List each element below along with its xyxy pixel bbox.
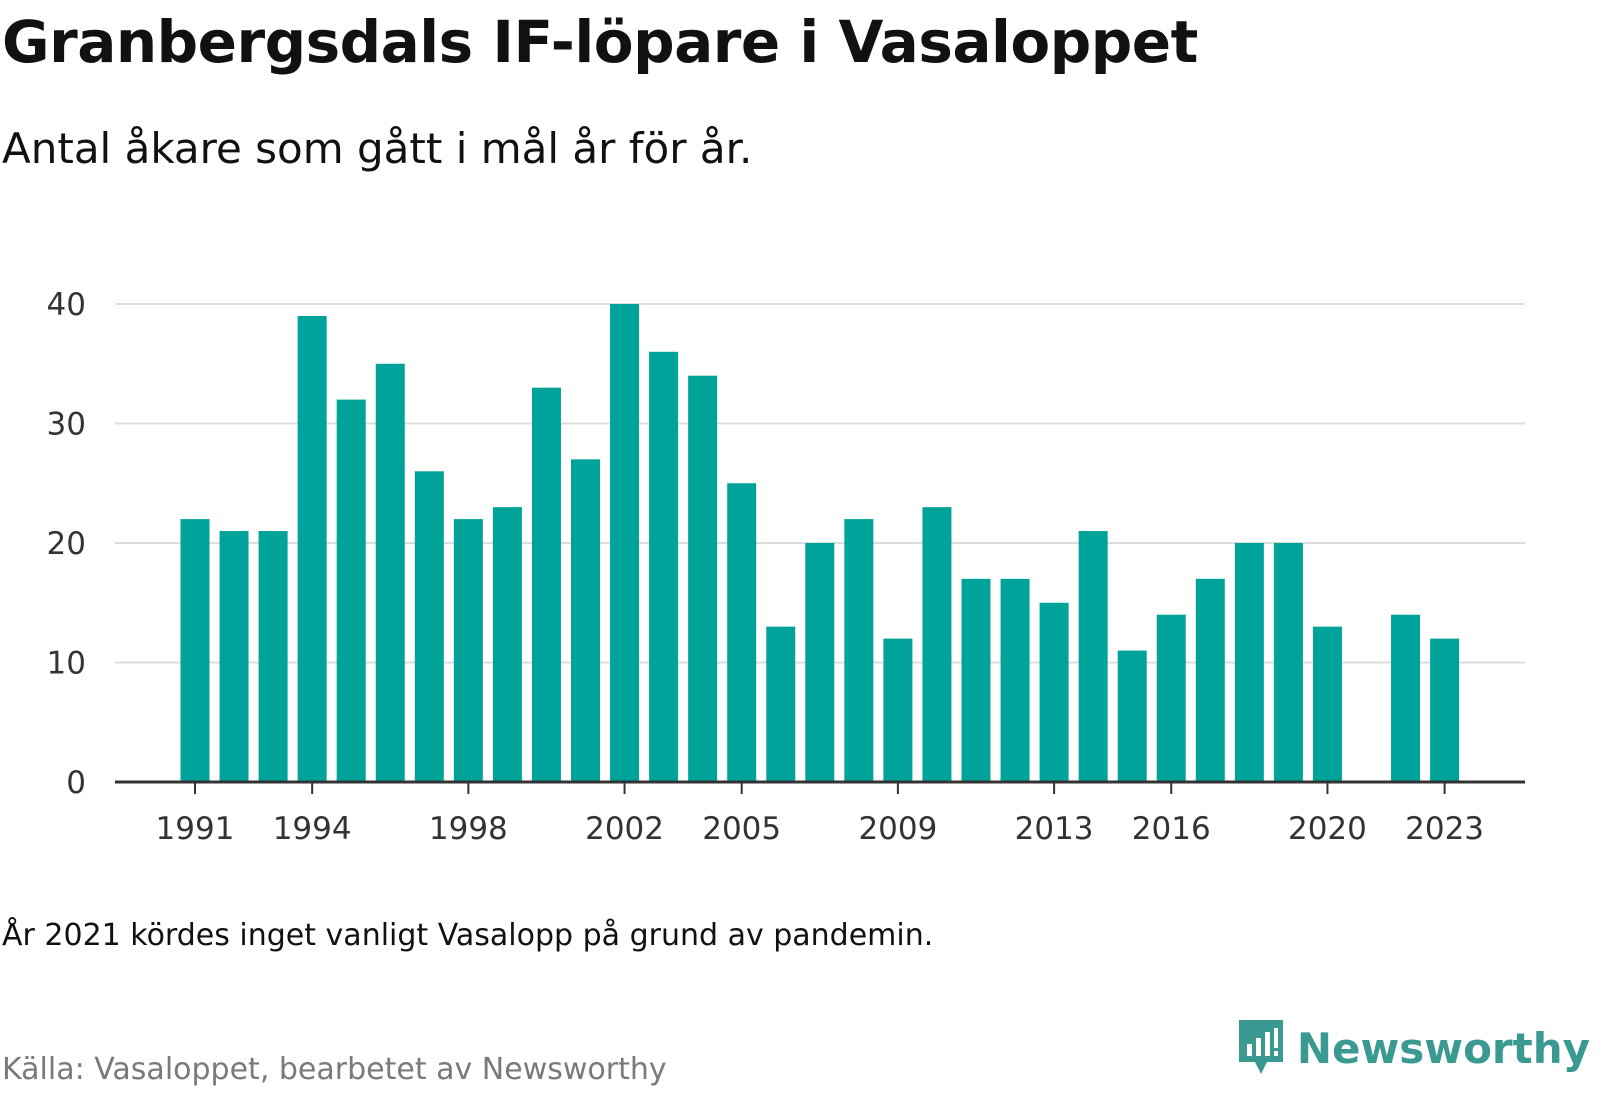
x-tick-label: 2016 — [1132, 811, 1211, 847]
bar-1997 — [414, 471, 444, 782]
bar-2009 — [883, 638, 913, 782]
x-tick-label: 1998 — [429, 811, 508, 847]
newsworthy-logo-icon — [1238, 1020, 1283, 1074]
bar-1994 — [297, 315, 327, 782]
chart-subtitle: Antal åkare som gått i mål år för år. — [2, 124, 753, 173]
x-tick-label: 2023 — [1405, 811, 1484, 847]
chart-note: År 2021 kördes inget vanligt Vasalopp på… — [2, 918, 934, 953]
bar-chart: 0 10 20 30 40 1991 1994 1998 2002 2005 2009 2013 20… — [47, 287, 1525, 847]
y-tick-label: 30 — [47, 407, 86, 443]
bar-2001 — [571, 459, 600, 782]
bar-2019 — [1273, 543, 1303, 782]
bar-2005 — [727, 483, 757, 782]
y-axis-ticks: 0 10 20 30 40 — [47, 287, 86, 801]
bar-2002 — [610, 304, 640, 782]
x-tick-label: 1991 — [156, 811, 235, 847]
bar-2012 — [1000, 578, 1030, 782]
bar-2017 — [1195, 578, 1225, 782]
x-tick-label: 2005 — [702, 811, 781, 847]
bars — [180, 304, 1460, 782]
x-tick-label: 2013 — [1015, 811, 1094, 847]
bar-2018 — [1234, 543, 1264, 782]
y-tick-label: 40 — [47, 287, 86, 323]
bar-2014 — [1078, 531, 1108, 782]
x-tick-label: 2009 — [858, 811, 937, 847]
source-text: Källa: Vasaloppet, bearbetet av Newswort… — [2, 1052, 667, 1087]
x-tick-label: 1994 — [273, 811, 352, 847]
bar-2004 — [688, 375, 718, 782]
x-tick-label: 2020 — [1288, 811, 1367, 847]
y-tick-label: 0 — [66, 765, 86, 801]
bar-1992 — [219, 531, 249, 782]
bar-2020 — [1312, 626, 1342, 782]
bar-2022 — [1391, 614, 1421, 782]
bar-2010 — [922, 507, 952, 782]
y-tick-label: 20 — [47, 526, 86, 562]
bar-2007 — [805, 543, 835, 782]
x-axis-ticks: 1991 1994 1998 2002 2005 2009 2013 2016 2020 2023 — [156, 782, 1484, 847]
y-tick-label: 10 — [47, 646, 86, 682]
brand-name: Newsworthy — [1296, 1023, 1590, 1073]
bar-1999 — [492, 507, 522, 782]
bar-1998 — [453, 519, 483, 782]
bar-2008 — [844, 519, 874, 782]
bar-2016 — [1156, 614, 1186, 782]
bar-1996 — [375, 363, 405, 782]
bar-2013 — [1039, 602, 1069, 782]
bar-1991 — [180, 519, 210, 782]
chart-title: Granbergsdals IF-löpare i Vasaloppet — [2, 8, 1198, 76]
bar-1993 — [258, 531, 288, 782]
x-tick-label: 2002 — [585, 811, 664, 847]
bar-2003 — [649, 351, 679, 782]
bar-2011 — [961, 578, 991, 782]
brand-logo: Newsworthy — [1235, 1018, 1590, 1078]
bar-2015 — [1117, 650, 1147, 782]
bar-2000 — [531, 387, 561, 782]
bar-2023 — [1430, 638, 1460, 782]
bar-1995 — [336, 399, 366, 782]
bar-2006 — [766, 626, 796, 782]
